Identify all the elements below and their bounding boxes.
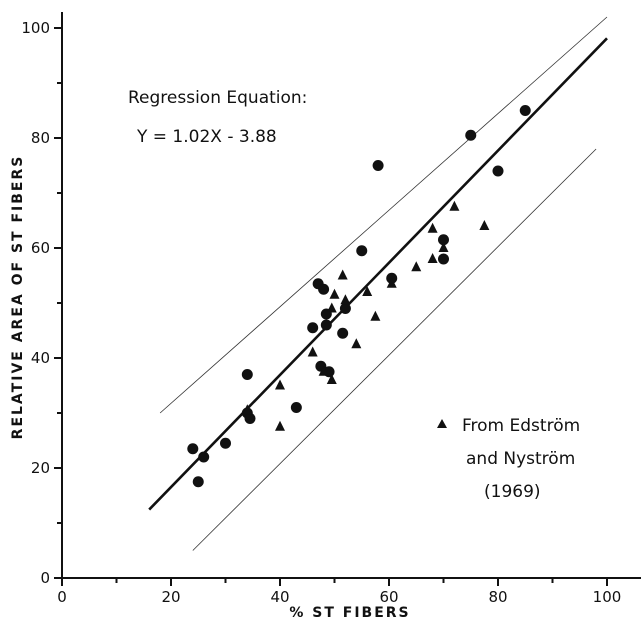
- legend-line-2: and Nyström: [466, 449, 575, 469]
- data-point-circle: [198, 451, 210, 463]
- data-point-circle: [339, 303, 351, 314]
- confidence-band-upper: [159, 16, 608, 414]
- y-tick-label: 60: [31, 239, 50, 257]
- data-point-triangle: [479, 220, 490, 230]
- data-point-circle: [372, 160, 384, 171]
- data-point-triangle: [351, 338, 362, 349]
- data-point-triangle: [362, 286, 373, 296]
- confidence-band-lower: [192, 148, 597, 551]
- y-tick-label: 80: [31, 129, 50, 147]
- x-tick-label: 100: [593, 588, 622, 606]
- data-point-triangle: [411, 261, 422, 272]
- data-point-triangle: [318, 365, 329, 376]
- y-axis-title: RELATIVE AREA OF ST FIBERS: [10, 155, 26, 440]
- data-point-circle: [220, 437, 231, 449]
- data-point-circle: [356, 245, 368, 257]
- data-point-triangle: [438, 242, 449, 252]
- data-point-circle: [241, 369, 253, 380]
- data-point-circle: [307, 322, 319, 334]
- regression-line: [148, 37, 608, 511]
- y-tick-label: 100: [21, 19, 50, 37]
- data-point-triangle: [449, 200, 460, 211]
- data-point-triangle: [326, 374, 337, 384]
- legend-line-3: (1969): [484, 482, 541, 502]
- y-tick-label: 40: [31, 349, 50, 367]
- data-point-triangle: [326, 302, 337, 313]
- data-point-triangle: [329, 288, 340, 299]
- data-point-triangle: [275, 420, 285, 431]
- data-point-circle: [290, 402, 302, 413]
- data-point-triangle: [340, 294, 351, 305]
- data-point-circle: [318, 283, 330, 295]
- legend: From Edström and Nyström (1969): [437, 416, 580, 502]
- x-tick-label: 80: [488, 588, 507, 606]
- legend-line-1: From Edström: [462, 416, 580, 436]
- y-ticks: 0 20 40 60 80 100: [21, 19, 62, 587]
- data-point-circle: [320, 319, 332, 331]
- y-tick-label: 20: [31, 459, 50, 477]
- data-point-circle: [187, 443, 199, 455]
- data-point-circle: [492, 165, 504, 177]
- data-point-circle: [192, 476, 204, 488]
- x-tick-label: 20: [161, 588, 180, 606]
- data-point-triangle: [275, 379, 285, 390]
- data-point-triangle: [242, 404, 253, 415]
- data-points: [187, 105, 531, 488]
- data-point-circle: [244, 413, 256, 424]
- x-axis-title: % ST FIBERS: [289, 605, 410, 621]
- data-point-triangle: [307, 346, 318, 357]
- data-point-circle: [438, 253, 449, 265]
- data-point-circle: [465, 129, 477, 141]
- y-tick-label: 0: [40, 569, 50, 587]
- data-point-triangle: [427, 222, 438, 233]
- x-ticks: 0 20 40 60 80 100: [57, 578, 621, 606]
- data-point-circle: [519, 105, 531, 116]
- legend-triangle-marker: [437, 419, 447, 428]
- data-point-triangle: [370, 310, 381, 321]
- data-point-triangle: [427, 253, 438, 263]
- regression-equation: Y = 1.02X - 3.88: [136, 127, 277, 147]
- data-point-circle: [337, 327, 349, 339]
- x-tick-label: 60: [379, 588, 398, 606]
- x-tick-label: 0: [57, 588, 67, 606]
- data-point-circle: [438, 234, 449, 246]
- data-point-triangle: [337, 269, 348, 280]
- x-tick-label: 40: [270, 588, 289, 606]
- regression-title: Regression Equation:: [128, 88, 307, 108]
- data-point-triangle: [386, 277, 397, 288]
